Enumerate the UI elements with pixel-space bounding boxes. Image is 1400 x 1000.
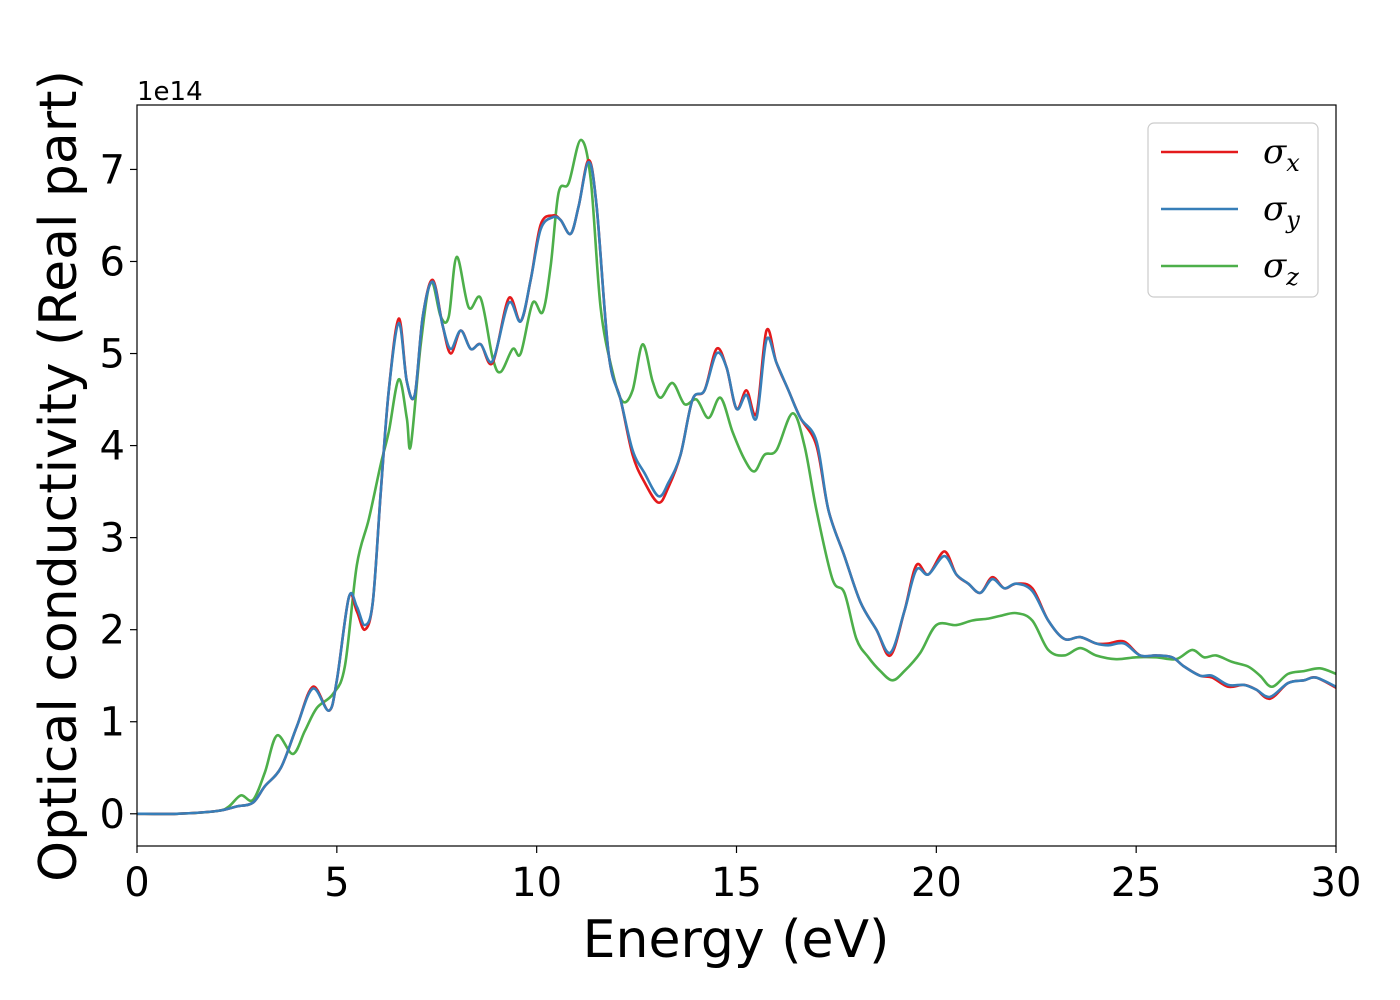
legend-label-z: σz [1263,246,1299,291]
y-tick-label: 4 [100,424,125,470]
y-tick-label: 3 [100,516,125,562]
y-tick-label: 1 [100,700,125,746]
legend-label-x: σx [1263,132,1300,177]
y-tick-label: 2 [100,608,125,654]
x-tick-label: 30 [1311,860,1362,906]
series-line-z [137,138,1336,816]
x-axis: 0 5 10 15 20 25 30 [124,846,1361,906]
y-offset-text: 1e14 [137,77,203,107]
x-tick-label: 0 [124,860,149,906]
x-tick-label: 5 [324,860,349,906]
y-axis: 0 1 2 3 4 5 6 7 [100,147,137,838]
legend: σx σy σz [1147,122,1319,298]
series-layer [137,138,1336,816]
y-tick-label: 7 [100,147,125,193]
y-tick-label: 6 [100,239,125,285]
y-axis-label: Optical conductivity (Real part) [29,70,89,882]
x-tick-label: 15 [711,860,762,906]
legend-label-y: σy [1263,189,1300,234]
x-tick-label: 25 [1111,860,1162,906]
y-tick-label: 5 [100,332,125,378]
x-tick-label: 20 [911,860,962,906]
y-tick-label: 0 [100,792,125,838]
series-line-y [137,160,1336,816]
x-tick-label: 10 [511,860,562,906]
x-axis-label: Energy (eV) [583,910,890,970]
